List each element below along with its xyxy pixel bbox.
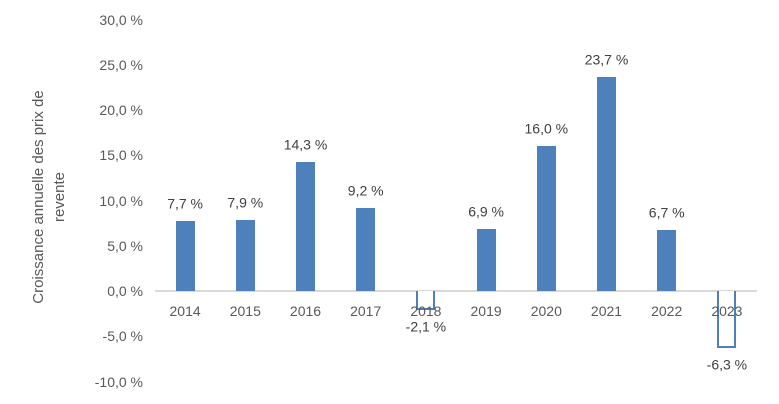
bar-2018 (416, 291, 436, 310)
category-label-2014: 2014 (169, 303, 201, 319)
bar-2016 (296, 161, 315, 291)
y-tick-label: 20,0 % (99, 102, 143, 118)
category-label-2018: 2018 (410, 303, 442, 319)
bar-2014 (175, 221, 195, 291)
y-tick-label: 25,0 % (99, 56, 143, 73)
y-tick-label: -5,0 % (102, 328, 143, 345)
y-tick-label: 30,0 % (99, 11, 143, 28)
data-label-2020: 16,0 % (524, 120, 569, 137)
data-label-2016: 14,3 % (283, 136, 328, 153)
data-label-2022: 6,7 % (648, 204, 685, 221)
category-label-2016: 2016 (289, 303, 322, 319)
y-axis-title-line1: Croissance annuelle des prix de (30, 90, 47, 304)
category-label-2015: 2015 (229, 303, 261, 319)
category-label-2020: 2020 (530, 303, 562, 319)
y-tick-label: -10,0 % (94, 373, 143, 390)
bar-2021 (597, 76, 616, 291)
bar-2022 (657, 230, 677, 291)
bar-2019 (476, 228, 496, 291)
bar-2015 (235, 219, 255, 291)
y-tick-label: 5,0 % (107, 237, 143, 254)
category-label-2019: 2019 (470, 303, 502, 319)
bar-2017 (356, 207, 376, 291)
data-label-2017: 9,2 % (347, 182, 384, 199)
bar-2023 (717, 291, 737, 348)
category-label-2023: 2023 (711, 303, 743, 319)
data-label-2018: -2,1 % (405, 318, 447, 334)
category-label-2021: 2021 (590, 303, 623, 319)
y-tick-label: 15,0 % (99, 147, 143, 164)
x-axis-line (155, 290, 757, 292)
category-label-2017: 2017 (350, 303, 382, 319)
data-label-2015: 7,9 % (227, 194, 264, 210)
data-label-2021: 23,7 % (584, 51, 629, 67)
y-tick-label: 10,0 % (99, 192, 143, 209)
data-label-2023: -6,3 % (706, 356, 748, 372)
bar-2020 (536, 146, 556, 291)
y-tick-label: 0,0 % (107, 283, 143, 299)
category-label-2022: 2022 (651, 303, 683, 319)
data-label-2019: 6,9 % (468, 203, 504, 220)
data-label-2014: 7,7 % (167, 195, 203, 212)
